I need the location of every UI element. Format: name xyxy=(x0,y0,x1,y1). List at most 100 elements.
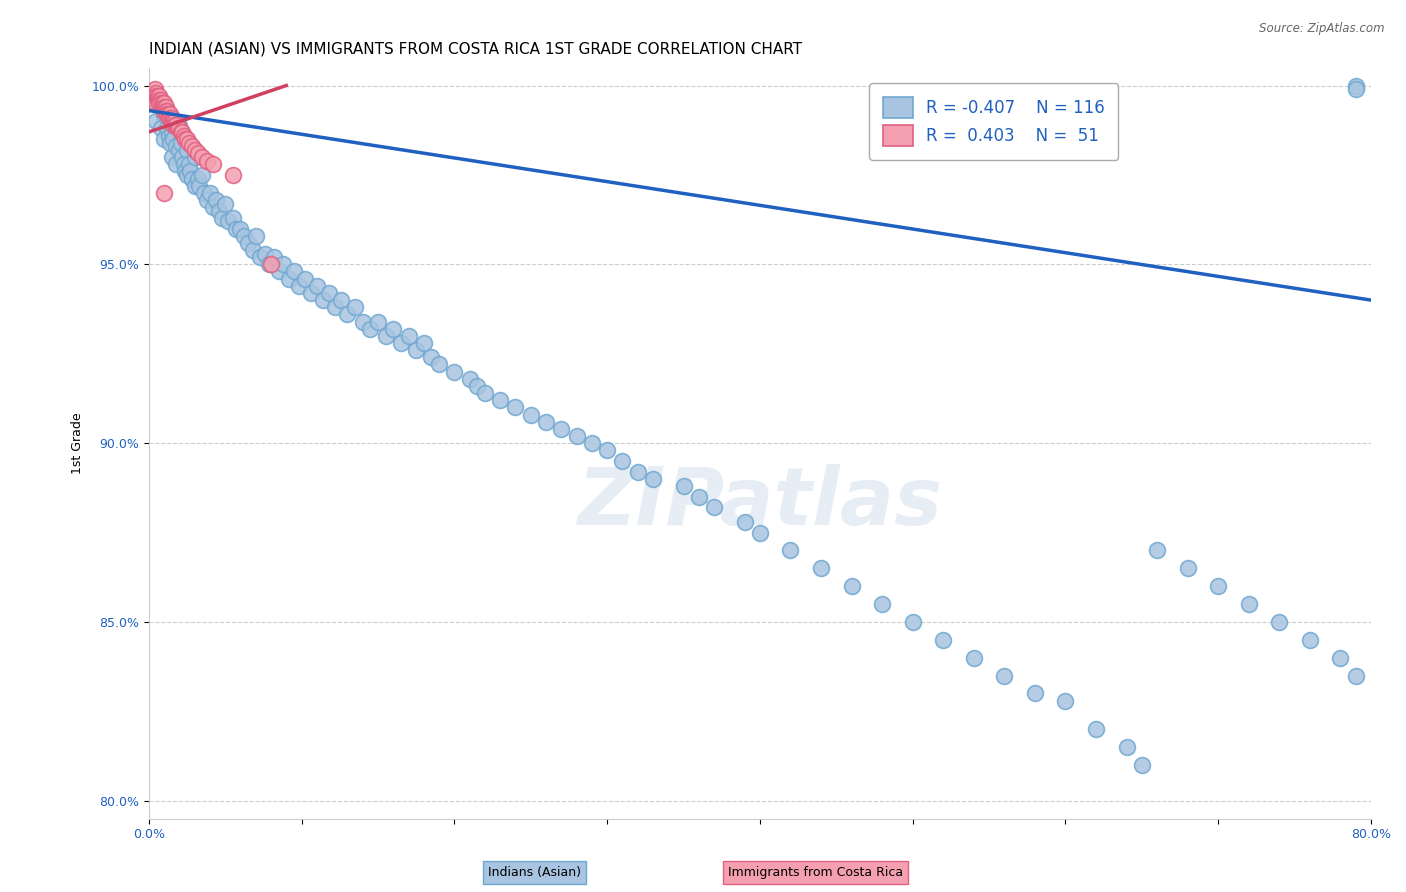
Point xyxy=(165,157,187,171)
Point xyxy=(253,246,276,260)
Point xyxy=(242,243,264,257)
Point xyxy=(841,579,863,593)
Point xyxy=(156,121,179,136)
Point xyxy=(157,111,180,125)
Point xyxy=(1130,758,1153,772)
Point xyxy=(474,386,496,401)
Point xyxy=(374,329,396,343)
Point xyxy=(176,132,198,146)
Point xyxy=(146,93,169,107)
Point xyxy=(153,96,176,111)
Point xyxy=(156,107,179,121)
Point xyxy=(318,285,340,300)
Point xyxy=(1177,561,1199,575)
Point xyxy=(225,221,247,235)
Point xyxy=(148,93,170,107)
Point xyxy=(519,408,541,422)
Point xyxy=(612,454,634,468)
Point xyxy=(187,171,209,186)
Point xyxy=(153,107,176,121)
Point xyxy=(208,203,231,218)
Point xyxy=(145,114,167,128)
Point xyxy=(870,597,893,611)
Point xyxy=(810,561,832,575)
Point xyxy=(173,157,195,171)
Point xyxy=(201,157,224,171)
Point xyxy=(489,393,512,408)
Point xyxy=(170,136,193,150)
Point xyxy=(1344,78,1367,93)
Point xyxy=(174,164,197,178)
Y-axis label: 1st Grade: 1st Grade xyxy=(72,412,84,474)
Point xyxy=(205,193,228,207)
Point xyxy=(143,82,166,96)
Point xyxy=(187,146,209,161)
Point xyxy=(191,150,214,164)
Point xyxy=(1206,579,1229,593)
Point xyxy=(1054,693,1077,707)
Point xyxy=(1085,722,1108,736)
Point xyxy=(166,121,188,136)
Point xyxy=(232,228,254,243)
Point xyxy=(157,107,180,121)
Point xyxy=(703,500,725,515)
Point xyxy=(236,235,259,250)
Point xyxy=(165,118,187,132)
Point xyxy=(1146,543,1168,558)
Point xyxy=(159,107,181,121)
Point xyxy=(389,336,412,351)
Point xyxy=(152,96,174,111)
Point xyxy=(159,136,181,150)
Point xyxy=(145,89,167,103)
Point xyxy=(405,343,427,358)
Point xyxy=(201,200,224,214)
Point xyxy=(565,429,588,443)
Point xyxy=(159,111,181,125)
Point xyxy=(505,401,527,415)
Point xyxy=(323,300,346,314)
Point xyxy=(143,89,166,103)
Point xyxy=(155,103,177,118)
Point xyxy=(263,250,285,264)
Point xyxy=(153,100,176,114)
Legend: R = -0.407    N = 116, R =  0.403    N =  51: R = -0.407 N = 116, R = 0.403 N = 51 xyxy=(869,84,1118,160)
Point xyxy=(169,143,191,157)
Point xyxy=(156,103,179,118)
Point xyxy=(146,89,169,103)
Point xyxy=(443,365,465,379)
Point xyxy=(148,96,170,111)
Point xyxy=(963,650,986,665)
Point xyxy=(183,178,205,193)
Point xyxy=(779,543,801,558)
Point xyxy=(148,89,170,103)
Point xyxy=(211,211,233,225)
Point xyxy=(169,118,191,132)
Point xyxy=(163,114,186,128)
Point xyxy=(153,132,176,146)
Point xyxy=(150,96,173,111)
Point xyxy=(336,307,359,321)
Point xyxy=(217,214,239,228)
Text: Immigrants from Costa Rica: Immigrants from Costa Rica xyxy=(728,866,903,879)
Point xyxy=(287,278,309,293)
Point xyxy=(267,264,290,278)
Point xyxy=(188,178,211,193)
Point xyxy=(458,372,481,386)
Point xyxy=(901,615,924,629)
Point xyxy=(294,271,316,285)
Point xyxy=(993,668,1015,682)
Point xyxy=(1344,668,1367,682)
Point xyxy=(1115,740,1137,755)
Point xyxy=(176,168,198,182)
Point xyxy=(1268,615,1291,629)
Point xyxy=(142,86,165,100)
Point xyxy=(534,415,557,429)
Point xyxy=(581,436,603,450)
Point xyxy=(145,93,167,107)
Point xyxy=(179,164,201,178)
Point xyxy=(155,100,177,114)
Point xyxy=(305,278,328,293)
Point xyxy=(271,257,294,271)
Point xyxy=(259,257,281,271)
Point xyxy=(177,157,200,171)
